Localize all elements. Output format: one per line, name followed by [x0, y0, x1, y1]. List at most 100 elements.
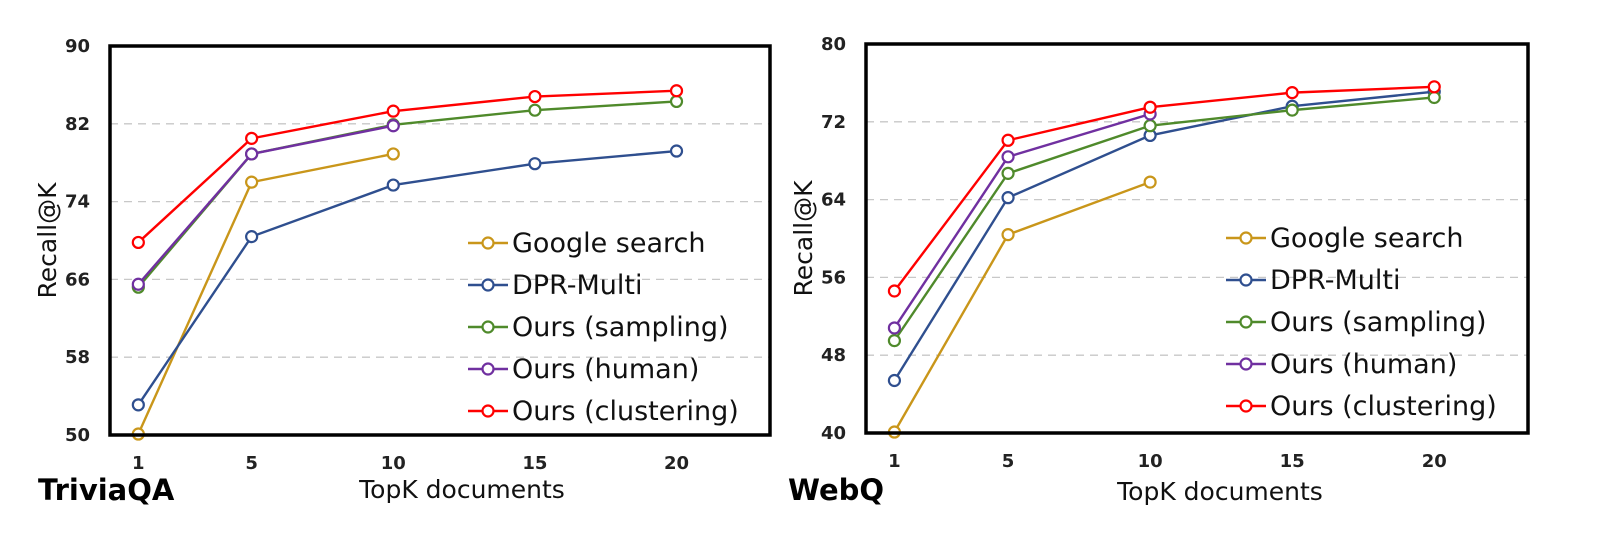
data-point [887, 321, 902, 335]
data-point [1427, 80, 1441, 94]
legend-item: Ours (sampling) [1226, 307, 1487, 338]
x-tick-label: 10 [381, 453, 406, 474]
y-tick-label: 90 [65, 36, 90, 57]
legend-label: DPR-Multi [512, 270, 642, 301]
series-ours-human [887, 107, 1157, 335]
data-point [528, 157, 542, 171]
data-point [887, 284, 902, 298]
data-point [1001, 133, 1015, 147]
x-tick-label: 5 [1002, 451, 1015, 472]
x-tick-label: 1 [888, 451, 901, 472]
data-point [131, 235, 145, 250]
x-axis-title: TopK documents [358, 475, 565, 504]
y-tick-label: 48 [821, 345, 846, 366]
data-point [1001, 150, 1015, 164]
series-google-search [131, 147, 400, 441]
data-point [245, 147, 259, 161]
series-line [893, 96, 1435, 342]
y-tick-label: 58 [65, 347, 90, 368]
data-point [245, 230, 259, 244]
legend: Google search DPR-Multi Ours (sampling) Our… [1226, 223, 1497, 422]
series-ours-sampling [887, 90, 1441, 348]
y-tick-label: 40 [821, 423, 846, 444]
data-point [1143, 175, 1157, 189]
series-google-search [887, 175, 1157, 439]
legend-swatch-marker [1239, 231, 1253, 245]
series-line [137, 124, 394, 286]
series-ours-clustering [131, 84, 684, 250]
y-tick-label: 80 [821, 34, 846, 55]
legend-label: Google search [512, 228, 705, 259]
legend-item: Google search [1226, 223, 1463, 254]
legend-item: Ours (sampling) [468, 312, 729, 343]
data-point [669, 144, 684, 158]
data-point [1285, 86, 1299, 100]
data-point [528, 103, 542, 117]
x-tick-label: 15 [522, 453, 547, 474]
legend-item: DPR-Multi [1226, 265, 1400, 296]
legend-label: Ours (sampling) [1270, 307, 1487, 338]
data-point [887, 373, 902, 388]
y-tick-label: 64 [821, 190, 846, 211]
legend-swatch-marker [481, 404, 495, 418]
legend-swatch-marker [1239, 315, 1253, 329]
plot-frame [864, 42, 1530, 435]
data-point [1285, 103, 1299, 117]
legend-item: Ours (clustering) [1226, 391, 1497, 422]
series-line [137, 152, 394, 435]
y-tick-label: 56 [821, 267, 846, 288]
y-tick-label: 66 [65, 269, 90, 290]
y-axis-title: Recall@K [789, 180, 818, 297]
x-tick-label: 20 [664, 453, 689, 474]
data-point [131, 277, 145, 291]
data-point [1427, 90, 1441, 105]
data-point [245, 131, 259, 145]
data-point [669, 94, 684, 109]
x-tick-label: 10 [1138, 451, 1163, 472]
legend-item: Ours (human) [1226, 349, 1457, 380]
y-tick-label: 82 [65, 114, 90, 135]
series-ours-clustering [887, 80, 1441, 298]
data-point [669, 84, 684, 98]
y-axis-title: Recall@K [33, 182, 62, 299]
x-tick-label: 1 [132, 453, 145, 474]
plot-frame [108, 44, 772, 437]
legend-swatch-marker [481, 278, 495, 292]
legend-label: DPR-Multi [1270, 265, 1400, 296]
legend-swatch-marker [481, 236, 495, 250]
data-point [131, 398, 145, 412]
y-tick-label: 72 [821, 112, 846, 133]
legend-swatch-marker [1239, 399, 1253, 413]
legend: Google search DPR-Multi Ours (sampling) Our… [468, 228, 739, 427]
data-point [1143, 100, 1157, 114]
data-point [1001, 228, 1015, 242]
data-point [386, 104, 400, 118]
dataset-title: WebQ [788, 473, 884, 507]
data-point [1143, 119, 1157, 133]
legend-swatch-marker [481, 320, 495, 334]
legend-label: Ours (sampling) [512, 312, 729, 343]
legend-item: Ours (human) [468, 354, 699, 385]
legend-swatch-marker [1239, 357, 1253, 371]
x-axis-title: TopK documents [1116, 477, 1323, 506]
legend-label: Ours (clustering) [512, 396, 739, 427]
data-point [386, 147, 400, 161]
series-line [893, 180, 1151, 433]
series-line [137, 89, 677, 244]
data-point [528, 89, 542, 104]
legend-item: Google search [468, 228, 705, 259]
legend-swatch-marker [481, 362, 495, 376]
legend-label: Ours (human) [1270, 349, 1457, 380]
legend-item: Ours (clustering) [468, 396, 739, 427]
data-point [245, 175, 259, 189]
series-line [137, 100, 677, 288]
series-dpr-multi [131, 144, 684, 412]
data-point [1001, 191, 1015, 205]
series-line [893, 112, 1151, 329]
y-tick-label: 50 [65, 425, 90, 446]
x-tick-label: 20 [1422, 451, 1447, 472]
legend-swatch-marker [1239, 273, 1253, 287]
data-point [386, 178, 400, 192]
